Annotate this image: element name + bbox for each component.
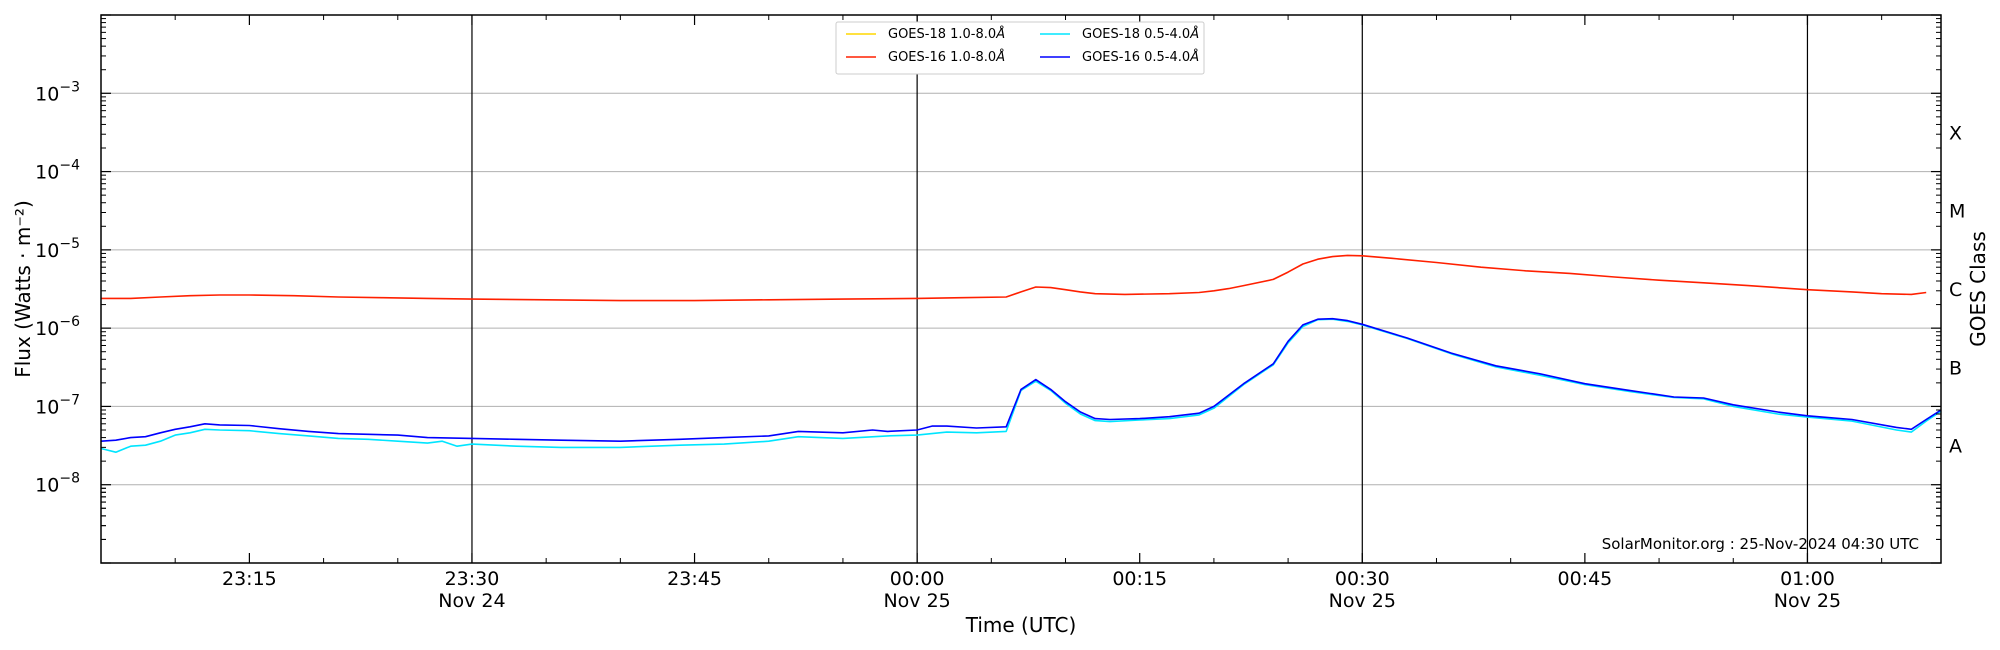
legend-label: GOES-18 1.0-8.0Å <box>888 26 1005 42</box>
y-tick-exponent: −8 <box>59 471 80 487</box>
x-tick-label: 23:15 <box>222 568 277 590</box>
legend-label-unit: Å <box>1189 49 1199 65</box>
goes-class-label-b: B <box>1949 357 1962 379</box>
gridlines <box>101 92 1941 486</box>
x-tick-label: 00:30 <box>1335 568 1390 590</box>
y-tick-base: 10 <box>35 475 59 497</box>
legend-box <box>835 21 1205 75</box>
y-tick-base: 10 <box>35 318 59 340</box>
y-tick-labels: 10−810−710−610−510−410−3 <box>35 79 80 496</box>
x-tick-date-label: Nov 25 <box>1329 590 1396 612</box>
x-tick-label: 23:45 <box>667 568 722 590</box>
goes-class-label-m: M <box>1949 201 1965 223</box>
x-tick-label: 00:45 <box>1557 568 1612 590</box>
legend-label-text: GOES-16 1.0-8.0 <box>888 50 996 65</box>
axis-ticks <box>100 14 1941 564</box>
y-tick-base: 10 <box>35 396 59 418</box>
legend-label-text: GOES-18 0.5-4.0 <box>1082 27 1190 42</box>
goes-class-label-c: C <box>1949 279 1962 301</box>
legend-label-unit: Å <box>995 26 1005 42</box>
y2-axis-title: GOES Class <box>1966 231 1990 347</box>
y-tick-exponent: −7 <box>59 392 80 408</box>
x-tick-label: 01:00 <box>1780 568 1835 590</box>
goes-class-label-x: X <box>1949 122 1962 144</box>
x-tick-date-label: Nov 25 <box>883 590 950 612</box>
legend-label-text: GOES-16 0.5-4.0 <box>1082 50 1190 65</box>
goes-class-labels: A B C M X <box>1949 122 1965 457</box>
y-tick-base: 10 <box>35 240 59 262</box>
y-tick-exponent: −5 <box>59 236 80 252</box>
legend-label-unit: Å <box>995 49 1005 65</box>
y-tick-base: 10 <box>35 83 59 105</box>
y-tick-exponent: −4 <box>59 158 80 174</box>
y-tick-label: 10−6 <box>35 314 80 340</box>
plot-frame <box>100 14 1942 564</box>
y-axis-title: Flux (Watts · m⁻²) <box>11 200 35 378</box>
goes-class-label-a: A <box>1949 436 1962 458</box>
x-tick-label: 00:15 <box>1112 568 1167 590</box>
y-tick-exponent: −3 <box>59 79 80 95</box>
y-tick-label: 10−4 <box>35 158 80 184</box>
y-tick-base: 10 <box>35 162 59 184</box>
legend-label: GOES-18 0.5-4.0Å <box>1082 26 1199 42</box>
legend-label: GOES-16 0.5-4.0Å <box>1082 49 1199 65</box>
y-tick-label: 10−7 <box>35 392 80 418</box>
legend-label-text: GOES-18 1.0-8.0 <box>888 27 996 42</box>
y-tick-exponent: −6 <box>59 314 80 330</box>
series-line-goes-16-0-5-4-0 <box>100 317 1942 442</box>
series-line-goes-16-1-0-8-0 <box>101 254 1927 302</box>
day-divider-lines <box>471 15 1809 563</box>
x-axis-title: Time (UTC) <box>965 613 1077 637</box>
legend: GOES-18 1.0-8.0Å GOES-18 0.5-4.0ÅGOES-16 … <box>835 21 1205 75</box>
series-lines <box>100 254 1942 453</box>
x-tick-date-label: Nov 24 <box>438 590 505 612</box>
y-tick-label: 10−8 <box>35 471 80 497</box>
legend-label-unit: Å <box>1189 26 1199 42</box>
x-tick-label: 00:00 <box>890 568 945 590</box>
series-line-goes-18-0-5-4-0 <box>100 318 1942 453</box>
y-tick-label: 10−3 <box>35 79 80 105</box>
x-tick-date-label: Nov 25 <box>1774 590 1841 612</box>
credit-text: SolarMonitor.org : 25-Nov-2024 04:30 UTC <box>1602 535 1919 553</box>
x-tick-label: 23:30 <box>445 568 500 590</box>
legend-label: GOES-16 1.0-8.0Å <box>888 49 1005 65</box>
y-tick-label: 10−5 <box>35 236 80 262</box>
